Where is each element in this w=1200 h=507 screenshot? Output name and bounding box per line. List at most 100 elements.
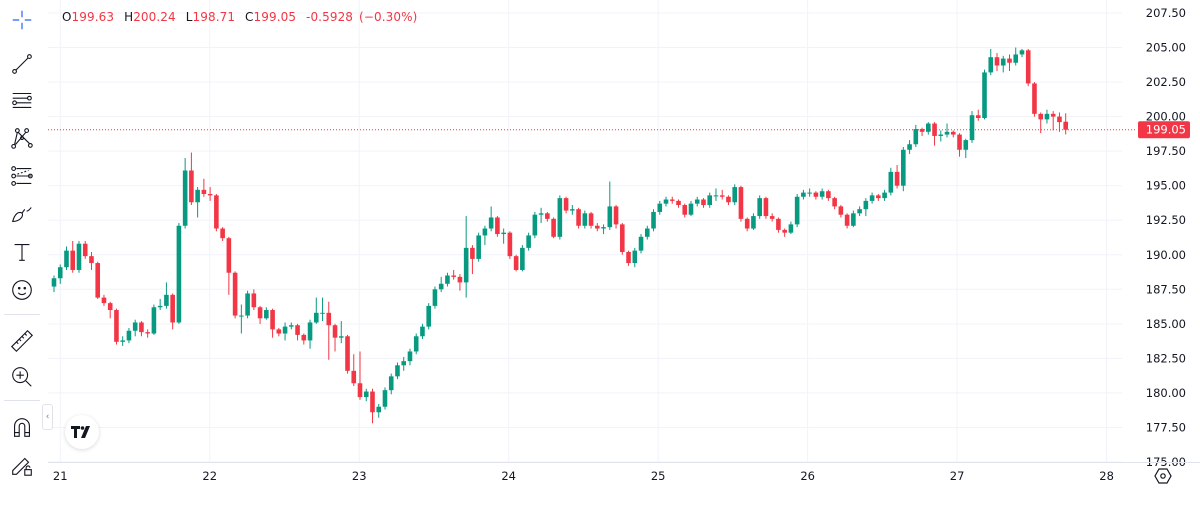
candle: [1050, 111, 1056, 131]
candle-body: [588, 213, 594, 226]
candle-body: [932, 123, 937, 136]
candle-body: [382, 390, 388, 407]
candle: [289, 322, 294, 330]
brush-tool[interactable]: [6, 198, 38, 230]
candle: [713, 188, 719, 201]
close-label: C: [245, 10, 254, 24]
price-tick-label: 182.50: [1146, 351, 1186, 365]
candle: [295, 323, 300, 341]
price-tick-label: 180.00: [1146, 386, 1186, 400]
candle-body: [295, 325, 300, 335]
candle-body: [576, 209, 581, 226]
candle-body: [363, 391, 369, 398]
emoji-tool[interactable]: [6, 274, 38, 306]
candle: [888, 167, 894, 196]
candle: [476, 232, 481, 262]
time-axis[interactable]: 21 22 23 24 25 26 27 28: [48, 462, 1200, 484]
candle-body: [264, 310, 269, 319]
candle: [719, 189, 725, 200]
candle-body: [326, 312, 332, 326]
candle-body: [1057, 116, 1062, 123]
candle: [451, 269, 456, 280]
tradingview-logo[interactable]: [65, 415, 99, 449]
candle: [651, 209, 656, 232]
candle-body: [1025, 50, 1031, 84]
candle-body: [963, 140, 969, 150]
candle: [51, 275, 57, 293]
candle: [1019, 48, 1025, 58]
candle-body: [676, 200, 681, 206]
candle-body: [994, 57, 1000, 66]
candle-body: [438, 283, 444, 290]
price-tick-label: 185.00: [1146, 317, 1186, 331]
time-tick-label: 26: [800, 469, 815, 483]
time-tick-label: 28: [1099, 469, 1114, 483]
candle-body: [807, 192, 812, 194]
fib-tool[interactable]: [6, 160, 38, 192]
candle: [82, 240, 88, 259]
candle: [139, 321, 144, 337]
candle: [626, 250, 631, 266]
candle: [732, 184, 738, 206]
crosshair-tool[interactable]: [6, 4, 38, 36]
price-tick-label: 205.00: [1146, 41, 1186, 55]
candle-body: [101, 297, 107, 304]
candle-body: [644, 228, 650, 237]
candle-body: [64, 250, 69, 268]
candle-body: [132, 322, 138, 331]
candle: [751, 213, 756, 230]
candle: [913, 124, 919, 148]
candle-body: [1007, 58, 1012, 63]
candle: [276, 327, 282, 337]
price-tick-label: 190.00: [1146, 248, 1186, 262]
candle-body: [313, 312, 319, 323]
candle-body: [520, 247, 525, 270]
candle-body: [95, 263, 101, 298]
time-tick-label: 24: [501, 469, 516, 483]
candle-body: [801, 192, 806, 197]
trend-line-tool[interactable]: [6, 48, 38, 80]
horizontal-lines-tool[interactable]: [6, 84, 38, 116]
collapse-toolbar-button[interactable]: ‹: [42, 404, 53, 430]
candle-body: [719, 195, 725, 197]
low-label: L: [185, 10, 193, 24]
candle: [676, 199, 681, 208]
candle-body: [832, 198, 837, 207]
candle-body: [195, 189, 200, 203]
candle-body: [545, 213, 550, 219]
candle: [545, 211, 550, 222]
candle: [1007, 54, 1012, 72]
candle: [501, 228, 506, 244]
candle: [701, 198, 706, 208]
candle: [988, 48, 994, 76]
candle: [307, 319, 313, 349]
candle: [89, 252, 94, 270]
settings-icon: [1154, 468, 1172, 484]
grid: [48, 0, 1122, 463]
candle-body: [232, 272, 238, 316]
time-tick-label: 25: [651, 469, 666, 483]
text-icon: [14, 244, 30, 261]
candle-body: [176, 225, 182, 323]
candle-body: [245, 293, 250, 316]
candle-body: [888, 171, 894, 193]
candle-body: [201, 189, 207, 194]
candle: [744, 217, 750, 232]
candle-body: [907, 144, 912, 150]
candle: [201, 178, 207, 197]
candle: [232, 271, 238, 319]
pattern-tool[interactable]: [6, 122, 38, 154]
candle: [445, 272, 450, 287]
lock-drawings-tool[interactable]: [6, 449, 38, 481]
chart-settings-button[interactable]: [1153, 466, 1173, 486]
text-tool[interactable]: [6, 236, 38, 268]
candle-body: [632, 250, 638, 264]
candle-body: [145, 332, 150, 334]
candle: [226, 236, 232, 295]
zoom-in-tool[interactable]: [6, 361, 38, 393]
price-axis[interactable]: 207.50 205.00 202.50 200.00 197.50 195.00 192.…: [1138, 6, 1190, 469]
ruler-tool[interactable]: [6, 325, 38, 357]
magnet-tool[interactable]: [6, 411, 38, 443]
candle: [876, 193, 881, 201]
